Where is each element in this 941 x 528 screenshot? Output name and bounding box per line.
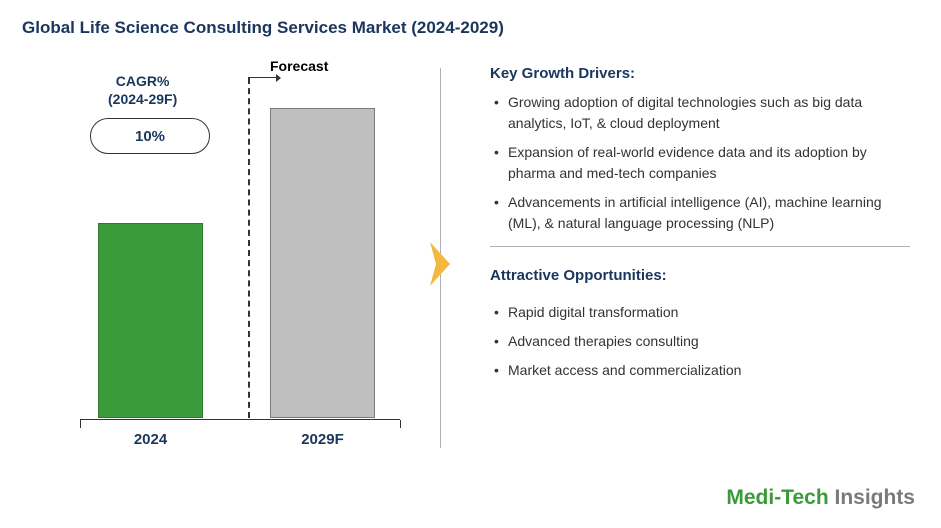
list-item: Expansion of real-world evidence data an…: [494, 142, 910, 184]
chevron-right-icon: [428, 240, 458, 288]
x-axis: [80, 419, 400, 420]
list-item: Advanced therapies consulting: [494, 331, 910, 352]
bar-2024: [98, 223, 203, 418]
brand-logo: Medi-Tech Insights: [726, 486, 915, 510]
forecast-dashed-line: [248, 78, 250, 418]
list-item: Growing adoption of digital technologies…: [494, 92, 910, 134]
cagr-value-pill: 10%: [90, 118, 210, 154]
list-item: Advancements in artificial intelligence …: [494, 192, 910, 234]
opportunities-list: Rapid digital transformation Advanced the…: [490, 302, 910, 381]
right-panel: Key Growth Drivers: Growing adoption of …: [490, 65, 910, 389]
section-divider: [490, 246, 910, 247]
cagr-label-line1: CAGR%: [116, 73, 170, 89]
x-axis-tick: [80, 420, 81, 428]
logo-part2: Insights: [834, 486, 915, 509]
bar-chart: CAGR% (2024-29F) 10% Forecast 2024 2029F: [60, 60, 410, 460]
forecast-arrow-head: [276, 74, 281, 82]
x-label-2024: 2024: [98, 431, 203, 448]
logo-part1: Medi-Tech: [726, 486, 834, 509]
x-label-2029f: 2029F: [270, 431, 375, 448]
bar-2029f: [270, 108, 375, 418]
list-item: Market access and commercialization: [494, 360, 910, 381]
drivers-list: Growing adoption of digital technologies…: [490, 92, 910, 234]
cagr-label-line2: (2024-29F): [108, 91, 177, 107]
x-axis-tick: [400, 420, 401, 428]
page-title: Global Life Science Consulting Services …: [22, 18, 504, 38]
drivers-heading: Key Growth Drivers:: [490, 65, 910, 82]
forecast-arrow-line: [248, 77, 278, 78]
cagr-label: CAGR% (2024-29F): [108, 72, 177, 108]
opportunities-heading: Attractive Opportunities:: [490, 267, 910, 284]
forecast-label: Forecast: [270, 58, 328, 74]
list-item: Rapid digital transformation: [494, 302, 910, 323]
